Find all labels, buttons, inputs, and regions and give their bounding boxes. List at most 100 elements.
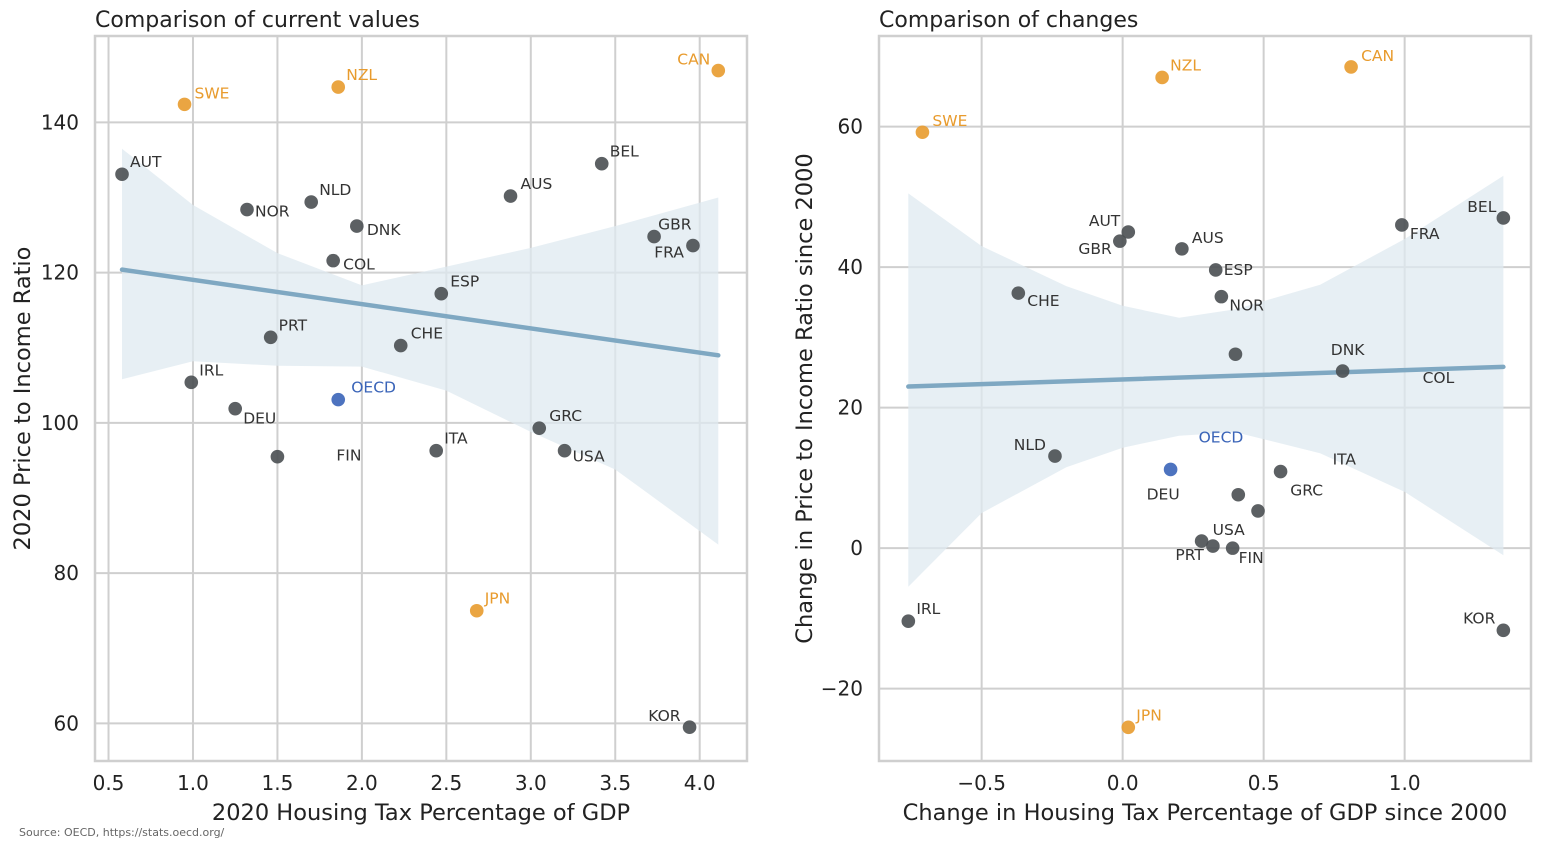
data-point-gbr [1113, 234, 1127, 248]
data-point-nor [1214, 289, 1229, 304]
data-point-jpn [469, 603, 484, 618]
y-tick-label: 20 [838, 396, 863, 420]
data-point-oecd [331, 392, 346, 407]
trend-line [906, 364, 1506, 389]
plot-frame [93, 34, 749, 763]
data-point-ita [429, 443, 444, 458]
data-point-che [1011, 286, 1026, 300]
data-point-esp [434, 286, 449, 301]
data-point-fin [270, 449, 285, 464]
point-label-bel: BEL [610, 143, 639, 161]
point-label-aus: AUS [1192, 229, 1224, 247]
y-tick-label: 60 [838, 115, 863, 139]
x-tick-label: 3.0 [515, 771, 547, 795]
point-label-nld: NLD [1014, 436, 1046, 454]
point-label-aut: AUT [1089, 212, 1121, 230]
x-tick-label: 3.5 [599, 771, 631, 795]
data-point-ita [1273, 464, 1288, 479]
point-label-can: CAN [677, 51, 710, 69]
point-label-bel: BEL [1467, 198, 1496, 216]
x-tick-label: −0.5 [957, 771, 1006, 795]
data-point-prt [263, 330, 278, 345]
data-point-fin [1225, 541, 1240, 555]
point-label-dnk: DNK [1331, 341, 1366, 359]
point-label-gbr: GBR [658, 216, 692, 234]
point-label-aus: AUS [521, 175, 553, 193]
y-tick-label: 120 [41, 261, 79, 285]
data-point-nor [240, 202, 254, 217]
point-label-ita: ITA [444, 430, 468, 448]
point-label-irl: IRL [916, 600, 940, 618]
x-tick-label: 1.0 [177, 771, 209, 795]
chart-1: 0.5 1.0 1.5 2.0 2.5 3.0 3.5 4.0 60 80 100 120 140 AUT… [10, 8, 749, 826]
data-point-oecd [1163, 462, 1178, 477]
data-point-esp [1208, 263, 1223, 277]
point-label-grc: GRC [549, 407, 582, 425]
data-point-nzl [1155, 70, 1169, 85]
data-point-che [393, 338, 408, 353]
point-label-swe: SWE [195, 84, 230, 102]
point-label-che: CHE [411, 325, 443, 343]
data-point-can [711, 63, 726, 78]
chart-title: Comparison of current values [95, 8, 420, 33]
data-point-swe [915, 125, 930, 140]
data-point-kor [1496, 623, 1511, 638]
point-label-nor: NOR [1229, 297, 1264, 315]
data-point-usa [1194, 534, 1209, 548]
y-tick-label: 0 [850, 536, 863, 560]
x-axis-label: 2020 Housing Tax Percentage of GDP [212, 800, 630, 826]
point-label-dnk: DNK [367, 221, 402, 239]
x-tick-label: 1.0 [1389, 771, 1421, 795]
x-axis-label: Change in Housing Tax Percentage of GDP … [903, 800, 1508, 826]
point-label-kor: KOR [648, 707, 681, 725]
data-point-nld [1048, 449, 1062, 463]
y-tick-label: 100 [41, 411, 79, 435]
data-point [1228, 347, 1243, 362]
plot-frame [877, 34, 1533, 763]
point-label-prt: PRT [1175, 546, 1204, 564]
point-label-grc: GRC [1290, 482, 1323, 500]
x-tick-label: 1.5 [262, 771, 294, 795]
point-label-nld: NLD [319, 181, 351, 199]
confidence-band [908, 175, 1504, 587]
point-label-che: CHE [1027, 292, 1059, 310]
point-label-fin: FIN [1239, 549, 1264, 567]
data-point-aus [1175, 242, 1189, 256]
data-point-bel [594, 156, 609, 171]
chart-title: Comparison of changes [879, 8, 1138, 33]
data-point-grc [532, 421, 547, 435]
confidence-band [122, 148, 719, 545]
data-point-fra [1395, 218, 1409, 232]
x-tick-label: 0.0 [1107, 771, 1139, 795]
point-label-kor: KOR [1463, 609, 1496, 627]
x-tick-label: 4.0 [684, 771, 716, 795]
y-axis-label: Change in Price to Income Ratio since 20… [792, 153, 818, 643]
point-label-nzl: NZL [346, 66, 377, 84]
point-label-gbr: GBR [1078, 240, 1112, 258]
data-point-jpn [1121, 720, 1136, 735]
data-point-grc [1231, 487, 1246, 502]
point-label-fin: FIN [336, 447, 361, 465]
point-label-col: COL [1423, 369, 1455, 387]
point-label-can: CAN [1361, 47, 1394, 65]
data-point-irl [184, 375, 199, 390]
data-point-swe [177, 97, 192, 112]
point-label-usa: USA [573, 448, 605, 466]
point-label-ita: ITA [1333, 451, 1357, 469]
point-label-jpn: JPN [484, 590, 511, 608]
y-tick-label: 60 [54, 711, 79, 735]
data-point-dnk [1335, 364, 1350, 378]
data-point-fra [686, 238, 700, 253]
point-label-jpn: JPN [1135, 706, 1162, 724]
y-axis-label: 2020 Price to Income Ratio [10, 247, 36, 551]
data-point-prt [1206, 539, 1220, 553]
y-tick-label: 140 [41, 110, 79, 134]
data-point-col [326, 253, 340, 268]
x-tick-label: 2.5 [430, 771, 462, 795]
data-point-aut [115, 167, 129, 182]
x-tick-label: 0.5 [1248, 771, 1280, 795]
point-label-swe: SWE [932, 112, 967, 130]
trend-line [119, 267, 721, 358]
point-label-prt: PRT [279, 316, 308, 334]
